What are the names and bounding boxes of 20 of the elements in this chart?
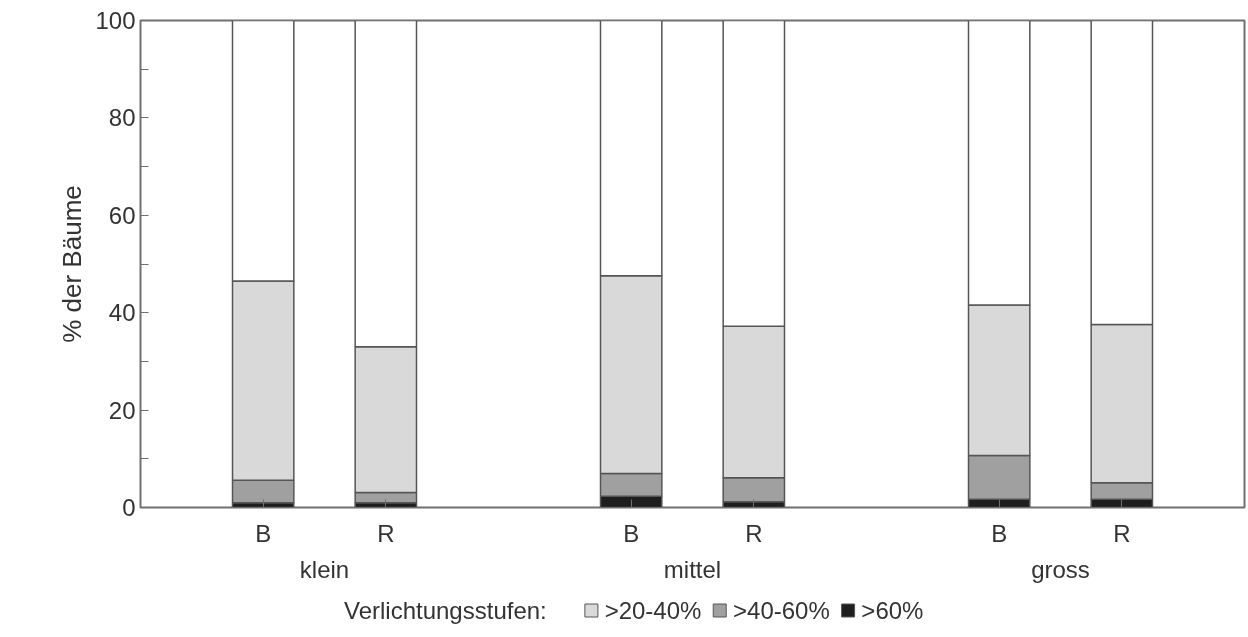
legend-label: >20-40% — [604, 597, 702, 624]
text: mittel — [663, 555, 722, 583]
y-tick-label: 40 — [108, 299, 136, 327]
y-tick-label: 20 — [108, 396, 136, 424]
y-tick-label: 0 — [122, 494, 136, 521]
x-tick-label: R — [377, 519, 395, 547]
legend-label: >60% — [861, 597, 924, 624]
x-tick-label: R — [745, 519, 763, 547]
x-tick-label: R — [1113, 519, 1131, 547]
y-tick-label: 100 — [95, 7, 136, 34]
x-tick-label: B — [255, 519, 272, 547]
y-axis-title: % der Bäume — [57, 185, 88, 343]
text: klein — [299, 555, 350, 583]
y-tick-label: 80 — [108, 104, 136, 132]
legend-title: Verlichtungsstufen: — [343, 597, 547, 624]
legend-label: >40-60% — [733, 597, 830, 624]
x-tick-label: B — [991, 519, 1008, 547]
text: gross — [1031, 555, 1090, 583]
y-tick-label: 60 — [108, 201, 136, 229]
x-tick-label: B — [623, 519, 640, 547]
